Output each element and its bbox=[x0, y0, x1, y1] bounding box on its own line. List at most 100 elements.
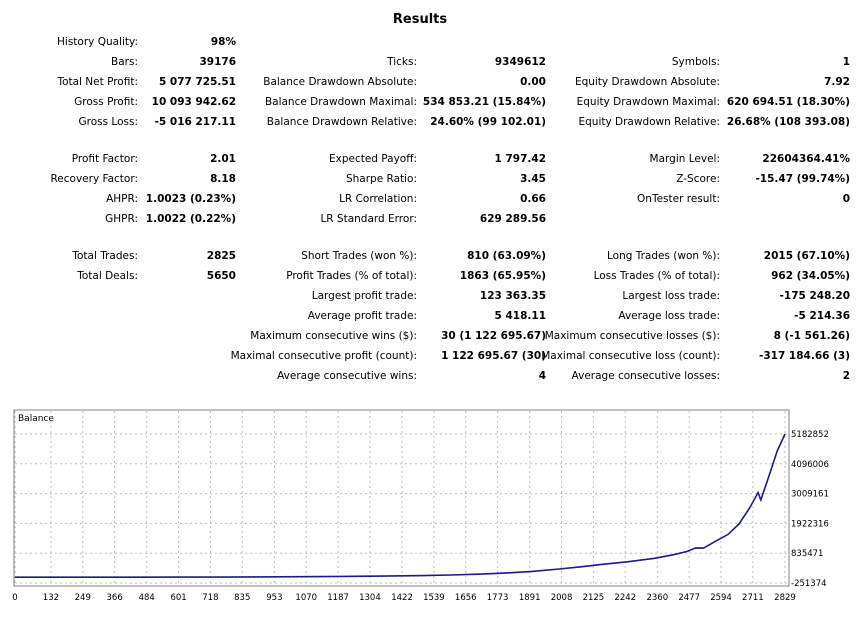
x-tick-label: 2711 bbox=[742, 593, 764, 603]
balance-chart: Balance 0 132 249 366 484 601 718 835 953 1070 118… bbox=[12, 409, 829, 603]
stat-value: 5 077 725.51 bbox=[158, 76, 236, 88]
x-tick-label: 1422 bbox=[391, 593, 413, 603]
stat-label: Average profit trade: bbox=[307, 310, 417, 322]
x-tick-label: 2829 bbox=[774, 593, 796, 603]
x-tick-label: 1539 bbox=[423, 593, 445, 603]
stat-label: Gross Profit: bbox=[74, 96, 138, 108]
stat-value: 1.0023 (0.23%) bbox=[145, 193, 236, 205]
stat-value: 2.01 bbox=[210, 153, 236, 165]
stat-label: Average consecutive losses: bbox=[571, 370, 720, 382]
stat-value: 1 bbox=[842, 56, 850, 68]
stat-label: LR Standard Error: bbox=[320, 213, 417, 225]
x-tick-label: 1891 bbox=[519, 593, 541, 603]
stat-label: Maximum consecutive wins ($): bbox=[250, 330, 417, 342]
stat-label: Total Trades: bbox=[72, 250, 138, 262]
x-tick-label: 2125 bbox=[583, 593, 605, 603]
stat-value: 1.0022 (0.22%) bbox=[145, 213, 236, 225]
x-tick-label: 249 bbox=[75, 593, 91, 603]
stat-label: Equity Drawdown Maximal: bbox=[576, 96, 720, 108]
x-tick-label: 1187 bbox=[327, 593, 349, 603]
report-title: Results bbox=[392, 12, 448, 27]
stat-label: OnTester result: bbox=[637, 193, 720, 205]
stat-value: -175 248.20 bbox=[779, 290, 850, 302]
stat-value: 534 853.21 (15.84%) bbox=[422, 96, 546, 108]
y-tick-label: 1922316 bbox=[791, 519, 829, 529]
stat-label: Ticks: bbox=[387, 56, 417, 68]
stat-value: 8.18 bbox=[210, 173, 236, 185]
x-tick-label: 718 bbox=[202, 593, 218, 603]
y-tick-label: 4096006 bbox=[791, 460, 829, 470]
stat-label: Largest loss trade: bbox=[622, 290, 720, 302]
stat-label: AHPR: bbox=[106, 193, 138, 205]
stat-value: 620 694.51 (18.30%) bbox=[726, 96, 850, 108]
x-axis-labels: 0 132 249 366 484 601 718 835 953 1070 1187 1304 142… bbox=[12, 593, 796, 603]
stat-value: 10 093 942.62 bbox=[151, 96, 236, 108]
y-axis-labels: -251374 835471 1922316 3009161 4096006 518285… bbox=[791, 430, 829, 589]
stat-value: 962 (34.05%) bbox=[771, 270, 850, 282]
stat-label: Z-Score: bbox=[676, 173, 720, 185]
stat-label: Gross Loss: bbox=[78, 116, 139, 128]
x-tick-label: 2360 bbox=[647, 593, 669, 603]
stat-label: Long Trades (won %): bbox=[606, 250, 720, 262]
stat-value: 98% bbox=[210, 36, 236, 48]
stat-label: Profit Trades (% of total): bbox=[286, 270, 417, 282]
x-tick-label: 0 bbox=[12, 593, 17, 603]
x-tick-label: 484 bbox=[139, 593, 155, 603]
stat-value: -5 016 217.11 bbox=[154, 116, 236, 128]
y-tick-label: 5182852 bbox=[791, 430, 829, 440]
stat-value: 810 (63.09%) bbox=[467, 250, 546, 262]
stat-label: Margin Level: bbox=[649, 153, 720, 165]
stat-label: Expected Payoff: bbox=[328, 153, 417, 165]
stat-value: 5 418.11 bbox=[494, 310, 546, 322]
x-tick-label: 953 bbox=[266, 593, 282, 603]
stat-label: Equity Drawdown Relative: bbox=[578, 116, 720, 128]
stat-value: 7.92 bbox=[824, 76, 850, 88]
stat-value: 30 (1 122 695.67) bbox=[441, 330, 546, 342]
balance-line bbox=[15, 433, 786, 578]
stat-value: 9349612 bbox=[494, 56, 546, 68]
stat-label: Sharpe Ratio: bbox=[345, 173, 417, 185]
stat-label: Average loss trade: bbox=[618, 310, 720, 322]
chart-title: Balance bbox=[18, 414, 54, 424]
x-tick-label: 835 bbox=[234, 593, 250, 603]
stat-label: Total Net Profit: bbox=[57, 76, 138, 88]
stat-value: 3.45 bbox=[520, 173, 546, 185]
stat-value: 2015 (67.10%) bbox=[763, 250, 850, 262]
x-tick-label: 1773 bbox=[487, 593, 509, 603]
stat-value: 22604364.41% bbox=[762, 153, 850, 165]
stat-label: Balance Drawdown Absolute: bbox=[263, 76, 417, 88]
stat-label: Largest profit trade: bbox=[311, 290, 417, 302]
stat-value: 0 bbox=[842, 193, 850, 205]
x-tick-label: 2242 bbox=[614, 593, 636, 603]
stat-value: 8 (-1 561.26) bbox=[773, 330, 850, 342]
stat-value: 2825 bbox=[206, 250, 236, 262]
stat-value: 1 797.42 bbox=[494, 153, 546, 165]
stat-value: 123 363.35 bbox=[479, 290, 546, 302]
stat-label: GHPR: bbox=[105, 213, 138, 225]
x-tick-label: 132 bbox=[43, 593, 59, 603]
stat-value: -5 214.36 bbox=[794, 310, 850, 322]
x-tick-label: 2008 bbox=[551, 593, 573, 603]
stat-label: Average consecutive wins: bbox=[277, 370, 417, 382]
stat-label: Short Trades (won %): bbox=[301, 250, 417, 262]
y-tick-label: 3009161 bbox=[791, 490, 829, 500]
chart-series bbox=[15, 433, 786, 578]
x-tick-label: 1070 bbox=[295, 593, 317, 603]
stat-value: 4 bbox=[538, 370, 546, 382]
x-tick-label: 1304 bbox=[359, 593, 381, 603]
stat-label: History Quality: bbox=[57, 36, 138, 48]
stat-label: Maximal consecutive profit (count): bbox=[230, 350, 417, 362]
stat-label: Loss Trades (% of total): bbox=[593, 270, 720, 282]
y-tick-label: -251374 bbox=[791, 579, 827, 589]
stat-value: 2 bbox=[842, 370, 850, 382]
stat-label: Equity Drawdown Absolute: bbox=[574, 76, 720, 88]
stat-value: 39176 bbox=[199, 56, 236, 68]
stat-value: -15.47 (99.74%) bbox=[755, 173, 850, 185]
stat-label: Total Deals: bbox=[77, 270, 138, 282]
x-tick-label: 601 bbox=[170, 593, 186, 603]
stat-value: 26.68% (108 393.08) bbox=[726, 116, 850, 128]
stat-label: Maximum consecutive losses ($): bbox=[544, 330, 720, 342]
stat-value: 5650 bbox=[206, 270, 236, 282]
stat-value: 1863 (65.95%) bbox=[459, 270, 546, 282]
x-tick-label: 2594 bbox=[710, 593, 732, 603]
